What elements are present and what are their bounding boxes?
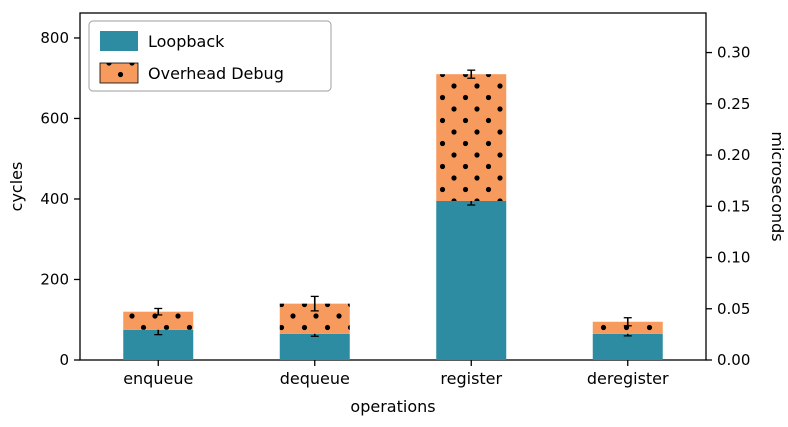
y-right-tick-label: 0.30 [717,44,750,62]
bar-segment-overhead-debug [123,311,194,330]
bar-segment-loopback [592,333,663,360]
x-tick-label: register [440,369,502,388]
y-left-tick-label: 200 [40,270,69,288]
legend-label-overhead-debug: Overhead Debug [148,64,284,83]
x-tick-label: deregister [587,369,669,388]
y-left-axis-label: cycles [7,162,26,212]
x-axis-label: operations [350,397,435,416]
x-tick-label: enqueue [123,369,193,388]
y-left-tick-label: 800 [40,29,69,47]
y-left-tick-label: 400 [40,190,69,208]
legend-swatch-loopback [100,31,138,51]
y-right-tick-label: 0.20 [717,146,750,164]
x-tick-label: dequeue [280,369,350,388]
y-right-tick-label: 0.25 [717,95,750,113]
y-left-tick-label: 600 [40,109,69,127]
y-right-axis-label: microseconds [768,131,787,241]
bar-segment-overhead-debug [436,74,507,201]
bar-segment-overhead-debug [592,321,663,334]
y-left-tick-label: 0 [59,351,69,369]
plot-frame [79,12,707,361]
bar-segment-loopback [279,333,350,360]
legend-swatch-overhead-debug [99,62,139,84]
legend-box [88,20,332,92]
legend-label-loopback: Loopback [148,32,225,51]
y-right-tick-label: 0.10 [717,249,750,267]
legend: Loopback Overhead Debug [88,20,332,92]
bar-segment-loopback [436,200,507,360]
y-right-tick-label: 0.00 [717,351,750,369]
y-right-tick-label: 0.15 [717,197,750,215]
y-right-tick-label: 0.05 [717,300,750,318]
